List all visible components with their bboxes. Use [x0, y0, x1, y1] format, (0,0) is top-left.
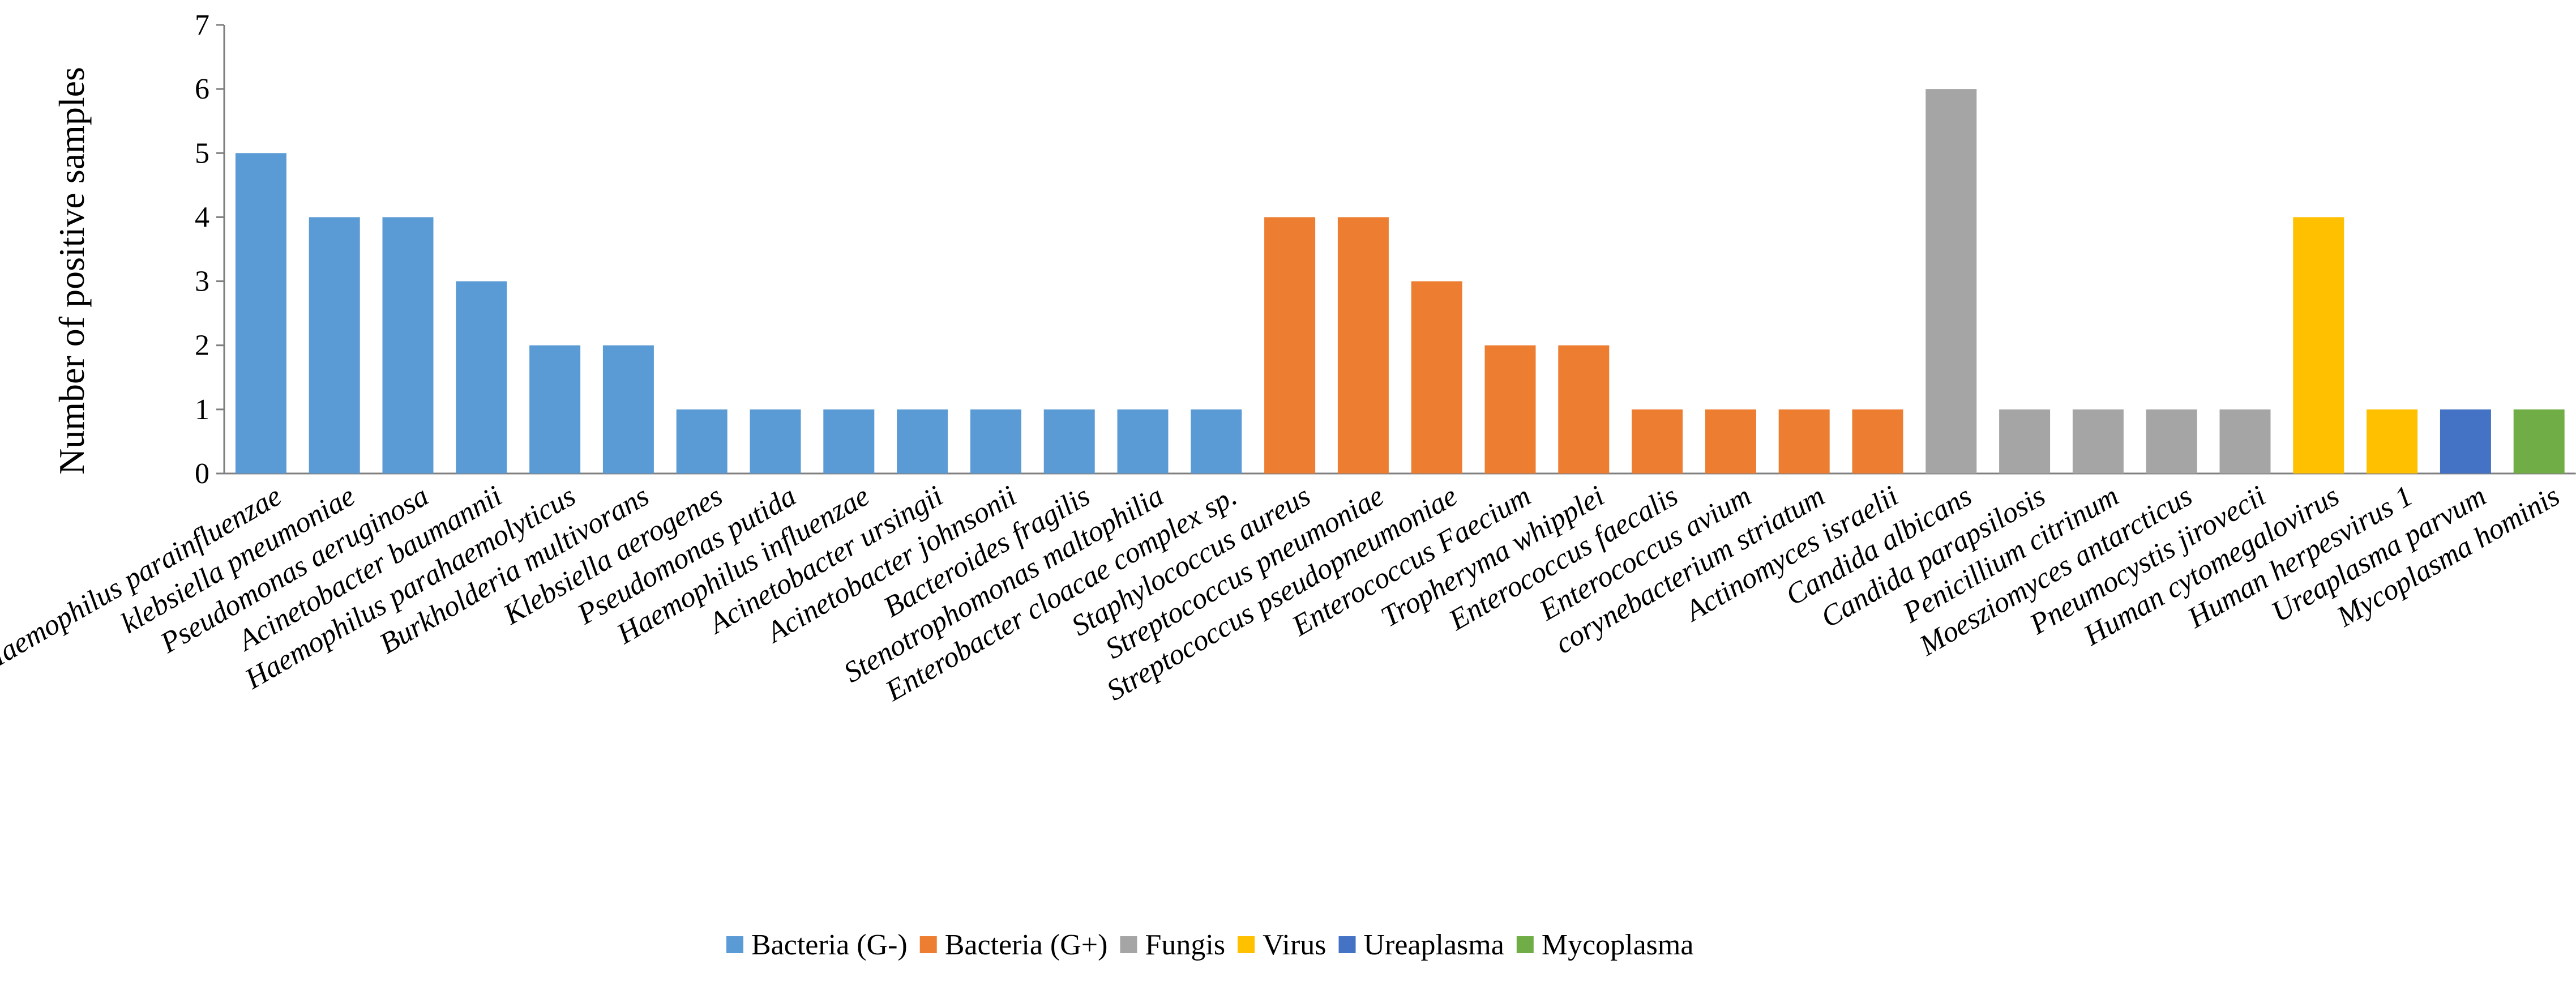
y-axis-label: Number of positive samples: [52, 67, 92, 475]
legend: Bacteria (G-) Bacteria (G+) Fungis Virus Ure…: [726, 929, 1693, 961]
y-tick-label: 3: [195, 266, 209, 298]
bar: [676, 409, 728, 473]
bar: [1999, 409, 2051, 473]
y-tick-label: 4: [195, 201, 209, 233]
y-tick-label: 5: [195, 137, 209, 169]
bar: [1925, 89, 1977, 474]
y-tick-label: 2: [195, 330, 209, 362]
bar: [970, 409, 1021, 473]
bar: [309, 217, 360, 473]
bar: [2146, 409, 2197, 473]
bar: [602, 345, 654, 473]
y-tick-label: 0: [195, 458, 209, 490]
bar: [1705, 409, 1756, 473]
bar: [2293, 217, 2344, 473]
legend-swatch: [1338, 936, 1356, 953]
bar: [456, 281, 507, 473]
y-tick-label: 6: [195, 73, 209, 105]
bar: [1852, 409, 1903, 473]
bar: [2219, 409, 2271, 473]
bar: [235, 153, 286, 473]
bar: [2440, 409, 2491, 473]
y-tick-label: 1: [195, 394, 209, 426]
legend-label: Virus: [1263, 929, 1326, 961]
legend-label: Fungis: [1145, 929, 1225, 961]
legend-swatch: [726, 936, 743, 953]
bar: [1632, 409, 1683, 473]
bars: [235, 89, 2565, 474]
legend-label: Bacteria (G-): [751, 929, 908, 961]
legend-swatch: [919, 936, 937, 953]
bar: [1264, 217, 1316, 473]
bar: [1484, 345, 1536, 473]
bar: [2367, 409, 2418, 473]
bar: [1117, 409, 1169, 473]
legend-swatch: [1516, 936, 1534, 953]
bar: [897, 409, 948, 473]
legend-swatch: [1238, 936, 1255, 953]
bar: [823, 409, 875, 473]
bar: [750, 409, 801, 473]
bar: [1191, 409, 1242, 473]
y-ticks: 0 1 2 3 4 5 6 7: [195, 9, 224, 490]
legend-label: Bacteria (G+): [945, 929, 1108, 961]
bar: [1337, 217, 1389, 473]
bar: [2072, 409, 2124, 473]
bar: [2513, 409, 2565, 473]
bar: [1558, 345, 1610, 473]
legend-swatch: [1120, 936, 1137, 953]
bar: [1043, 409, 1095, 473]
bar: [1778, 409, 1830, 473]
legend-label: Ureaplasma: [1364, 929, 1504, 961]
bar: [529, 345, 581, 473]
y-tick-label: 7: [195, 9, 209, 41]
bar: [1411, 281, 1462, 473]
legend-label: Mycoplasma: [1542, 929, 1694, 961]
bar: [382, 217, 434, 473]
